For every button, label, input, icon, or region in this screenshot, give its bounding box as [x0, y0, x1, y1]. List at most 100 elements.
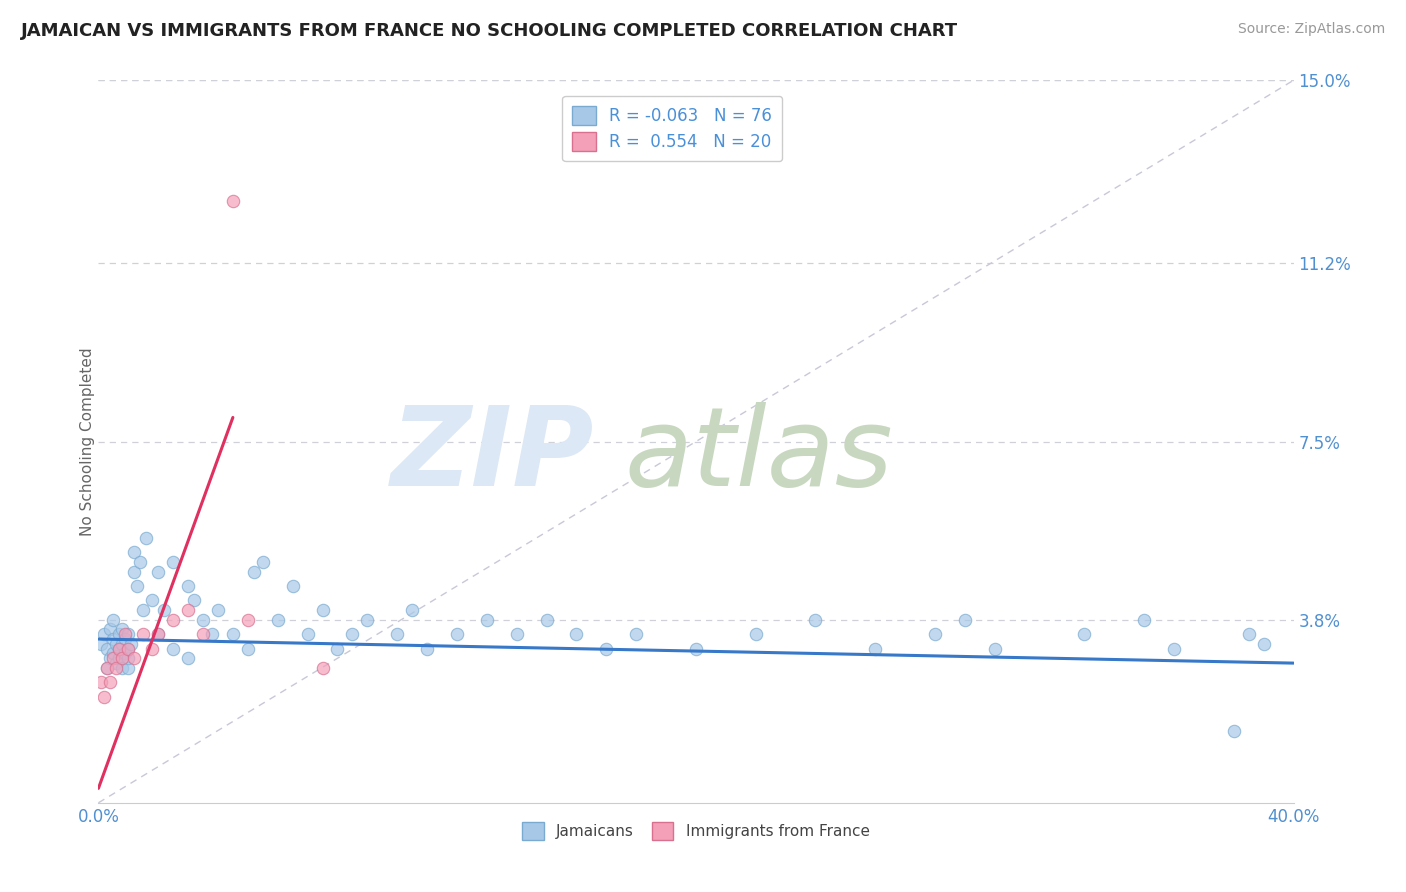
Point	[162, 613, 184, 627]
Point	[103, 632, 125, 646]
Point	[153, 603, 176, 617]
Point	[98, 675, 122, 690]
Point	[108, 651, 131, 665]
Point	[108, 641, 131, 656]
Y-axis label: No Schooling Completed: No Schooling Completed	[80, 347, 94, 536]
Point	[90, 675, 112, 690]
Point	[111, 637, 134, 651]
Point	[385, 627, 409, 641]
Text: ZIP: ZIP	[391, 402, 595, 509]
Point	[311, 603, 333, 617]
Point	[105, 637, 128, 651]
Point	[342, 627, 364, 641]
Point	[103, 647, 125, 661]
Point	[804, 613, 827, 627]
Point	[953, 613, 976, 627]
Point	[162, 555, 184, 569]
Point	[108, 641, 131, 656]
Text: Source: ZipAtlas.com: Source: ZipAtlas.com	[1237, 22, 1385, 37]
Point	[148, 565, 170, 579]
Point	[1163, 641, 1185, 656]
Point	[207, 603, 229, 617]
Point	[1073, 627, 1095, 641]
Point	[222, 194, 245, 208]
Point	[626, 627, 648, 641]
Point	[93, 627, 115, 641]
Point	[177, 579, 200, 593]
Point	[236, 613, 259, 627]
Point	[252, 555, 274, 569]
Point	[311, 661, 333, 675]
Point	[401, 603, 423, 617]
Point	[416, 641, 439, 656]
Point	[222, 627, 245, 641]
Point	[114, 632, 136, 646]
Point	[267, 613, 290, 627]
Point	[132, 627, 155, 641]
Point	[191, 627, 214, 641]
Point	[98, 623, 122, 637]
Point	[127, 579, 149, 593]
Point	[565, 627, 588, 641]
Point	[124, 565, 146, 579]
Point	[105, 661, 128, 675]
Point	[103, 651, 125, 665]
Point	[326, 641, 349, 656]
Point	[90, 637, 112, 651]
Point	[183, 593, 205, 607]
Point	[117, 627, 139, 641]
Point	[475, 613, 498, 627]
Point	[135, 531, 157, 545]
Point	[536, 613, 558, 627]
Point	[1237, 627, 1260, 641]
Point	[117, 651, 139, 665]
Point	[96, 661, 118, 675]
Point	[506, 627, 529, 641]
Point	[96, 641, 118, 656]
Point	[114, 627, 136, 641]
Text: atlas: atlas	[624, 402, 893, 509]
Point	[162, 641, 184, 656]
Point	[446, 627, 468, 641]
Point	[93, 690, 115, 704]
Point	[1133, 613, 1156, 627]
Point	[132, 603, 155, 617]
Point	[191, 613, 214, 627]
Point	[98, 651, 122, 665]
Point	[177, 651, 200, 665]
Point	[984, 641, 1007, 656]
Point	[129, 555, 152, 569]
Point	[114, 647, 136, 661]
Point	[111, 661, 134, 675]
Point	[1223, 723, 1246, 738]
Point	[141, 641, 163, 656]
Point	[105, 656, 128, 670]
Point	[148, 627, 170, 641]
Point	[96, 661, 118, 675]
Point	[141, 593, 163, 607]
Point	[108, 627, 131, 641]
Point	[685, 641, 707, 656]
Legend: Jamaicans, Immigrants from France: Jamaicans, Immigrants from France	[516, 816, 876, 846]
Point	[117, 661, 139, 675]
Point	[865, 641, 887, 656]
Point	[243, 565, 266, 579]
Point	[148, 627, 170, 641]
Point	[177, 603, 200, 617]
Point	[1253, 637, 1275, 651]
Point	[111, 651, 134, 665]
Point	[124, 545, 146, 559]
Point	[281, 579, 304, 593]
Point	[595, 641, 617, 656]
Point	[117, 641, 139, 656]
Point	[297, 627, 319, 641]
Point	[117, 641, 139, 656]
Point	[236, 641, 259, 656]
Point	[120, 637, 142, 651]
Point	[356, 613, 378, 627]
Point	[924, 627, 946, 641]
Point	[111, 623, 134, 637]
Point	[124, 651, 146, 665]
Point	[745, 627, 768, 641]
Text: JAMAICAN VS IMMIGRANTS FROM FRANCE NO SCHOOLING COMPLETED CORRELATION CHART: JAMAICAN VS IMMIGRANTS FROM FRANCE NO SC…	[21, 22, 959, 40]
